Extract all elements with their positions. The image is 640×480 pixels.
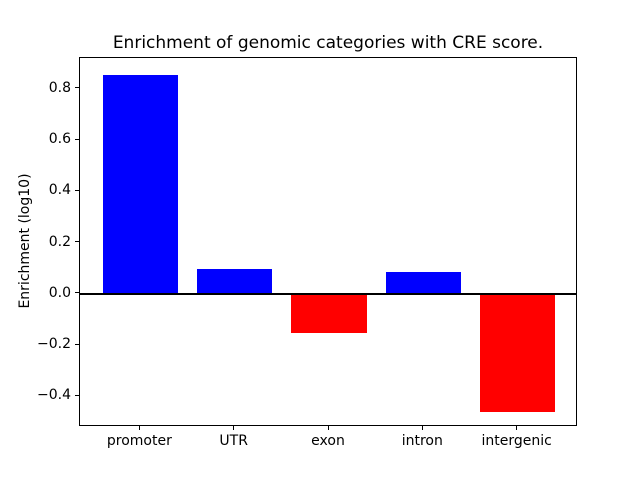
bar-intron — [385, 271, 462, 294]
y-tick-mark — [75, 189, 79, 191]
y-tick-mark — [75, 241, 79, 242]
y-tick-mark — [75, 138, 79, 140]
chart-title: Enrichment of genomic categories with CR… — [112, 33, 544, 53]
bar-exon — [291, 293, 367, 334]
y-tick-label: −0.2 — [37, 336, 71, 352]
y-tick-label: 0.2 — [48, 233, 71, 250]
x-tick-label-UTR: UTR — [219, 433, 248, 449]
x-tick-label-promoter: promoter — [106, 433, 172, 449]
bar-UTR — [196, 269, 273, 294]
y-tick-mark — [75, 292, 79, 294]
x-tick-label-intron: intron — [401, 433, 443, 449]
y-tick-label: −0.4 — [37, 387, 71, 404]
y-tick-label: 0.8 — [48, 79, 71, 96]
y-tick-label: 0.4 — [48, 182, 71, 199]
y-tick-label: 0.6 — [48, 131, 71, 147]
zero-line — [80, 292, 576, 295]
x-tick-mark — [516, 426, 518, 430]
bar-promoter — [102, 74, 179, 294]
y-tick-mark — [75, 394, 79, 396]
x-tick-mark — [138, 426, 140, 430]
plot-area — [79, 57, 577, 426]
x-tick-mark — [421, 426, 423, 430]
x-tick-label-intergenic: intergenic — [481, 433, 552, 449]
bar-intergenic — [479, 293, 556, 412]
x-tick-mark — [327, 426, 329, 430]
x-tick-label-exon: exon — [311, 433, 345, 449]
y-tick-mark — [75, 87, 79, 89]
y-tick-mark — [75, 343, 79, 345]
y-tick-label: 0.0 — [48, 284, 71, 301]
x-tick-mark — [233, 426, 235, 430]
